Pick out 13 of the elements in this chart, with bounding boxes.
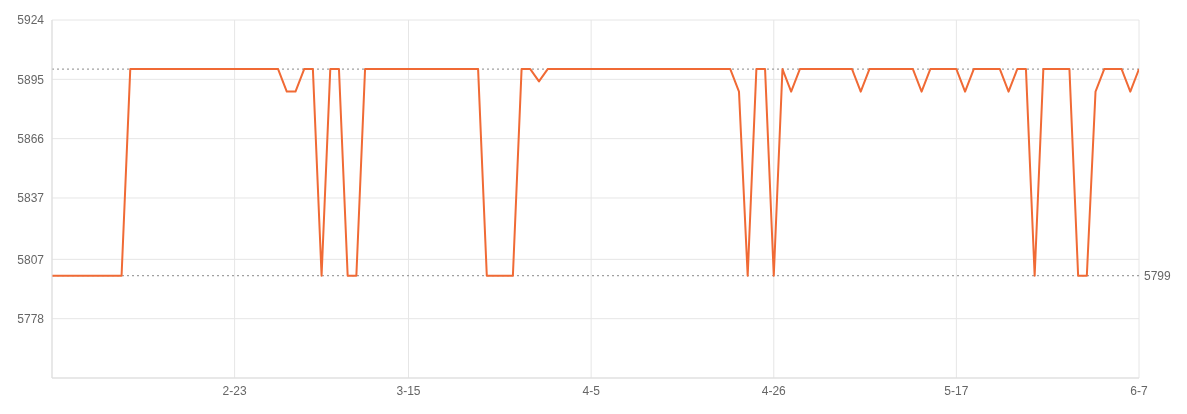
ref-line-label: 5799 [1144,268,1172,283]
y-tick-label: 5778 [17,311,45,326]
x-tick-label: 5-17 [944,383,969,398]
y-tick-label: 5895 [17,72,45,87]
x-tick-label: 6-7 [1130,383,1148,398]
y-tick-label: 5837 [17,191,45,206]
x-tick-label: 2-23 [222,383,247,398]
y-tick-label: 5866 [17,131,45,146]
x-tick-label: 4-26 [761,383,787,398]
x-tick-label: 4-5 [582,383,601,398]
y-tick-label: 5807 [17,252,45,267]
x-tick-label: 3-15 [396,383,421,398]
y-tick-label: 5924 [17,13,45,28]
